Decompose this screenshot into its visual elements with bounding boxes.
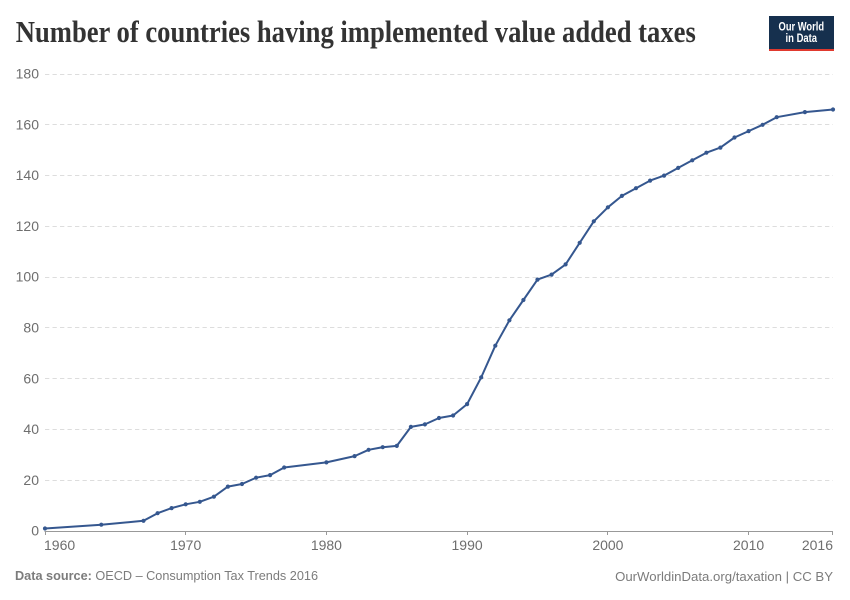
- svg-text:1980: 1980: [311, 537, 342, 553]
- svg-text:180: 180: [16, 66, 40, 82]
- svg-text:1970: 1970: [170, 537, 201, 553]
- svg-text:120: 120: [16, 218, 40, 234]
- svg-text:20: 20: [23, 472, 39, 488]
- svg-text:160: 160: [16, 116, 40, 132]
- svg-text:100: 100: [16, 269, 40, 285]
- svg-text:2000: 2000: [592, 537, 623, 553]
- svg-text:1990: 1990: [452, 537, 483, 553]
- svg-text:1960: 1960: [44, 537, 75, 553]
- svg-text:40: 40: [23, 421, 39, 437]
- svg-text:140: 140: [16, 167, 40, 183]
- svg-text:0: 0: [31, 523, 39, 539]
- svg-text:60: 60: [23, 370, 39, 386]
- svg-text:in Data: in Data: [786, 31, 818, 45]
- svg-text:Number of countries having imp: Number of countries having implemented v…: [16, 14, 696, 49]
- svg-text:2010: 2010: [733, 537, 764, 553]
- svg-text:80: 80: [23, 320, 39, 336]
- svg-text:2016: 2016: [802, 537, 833, 553]
- svg-text:Our World: Our World: [779, 20, 825, 34]
